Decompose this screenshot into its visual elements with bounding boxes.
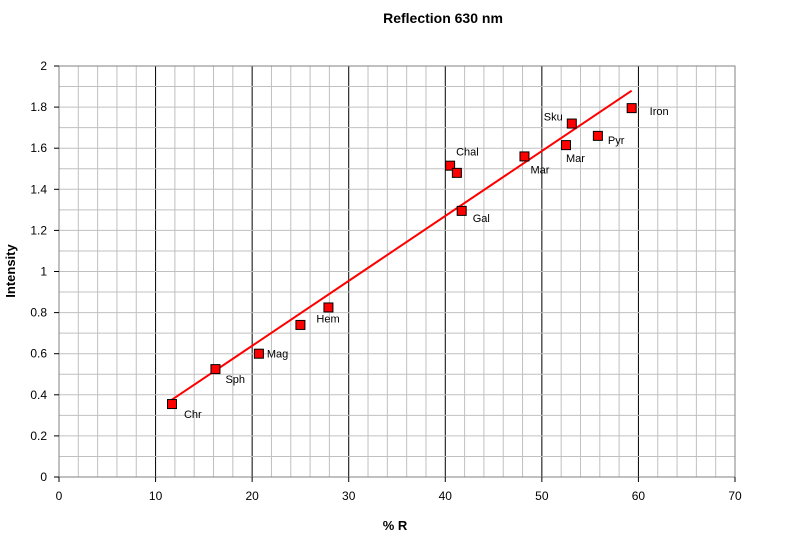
- data-point-marker: [626, 103, 637, 114]
- data-point-marker: [592, 130, 603, 141]
- x-axis-title: % R: [383, 518, 408, 533]
- y-axis-ticks: 0 0.2 0.4 0.6 0.8 1 1.2 1.4 1.6 1.8 2: [30, 59, 59, 484]
- x-tick-label: 20: [245, 489, 259, 503]
- data-point-marker: [323, 302, 334, 313]
- data-point-marker: [295, 319, 306, 330]
- data-point-marker: [253, 348, 264, 359]
- data-point-marker: [566, 118, 577, 129]
- point-label: Gal: [473, 213, 490, 225]
- chart-title: Reflection 630 nm: [383, 10, 503, 26]
- x-tick-label: 70: [728, 489, 742, 503]
- x-tick-label: 60: [632, 489, 646, 503]
- y-tick-label: 1.4: [30, 182, 47, 196]
- x-tick-label: 0: [56, 489, 63, 503]
- x-tick-label: 30: [342, 489, 356, 503]
- point-labels: Chr Sph Mag Hem Chal Gal Mar Mar Sku Pyr Iron: [184, 106, 669, 421]
- y-tick-label: 0.8: [30, 306, 47, 320]
- point-label: Mag: [267, 349, 288, 361]
- data-point-marker: [445, 160, 456, 171]
- x-axis-ticks: 0 10 20 30 40 50 60 70: [56, 477, 742, 503]
- point-label: Chal: [456, 147, 479, 159]
- data-points: [166, 103, 637, 410]
- point-label: Sku: [544, 112, 563, 124]
- data-point-marker: [519, 151, 530, 162]
- point-label: Iron: [650, 106, 669, 118]
- point-label: Chr: [184, 409, 202, 421]
- x-tick-label: 10: [149, 489, 163, 503]
- y-axis-title: Intensity: [3, 244, 18, 298]
- y-tick-label: 0: [40, 470, 47, 484]
- y-tick-label: 0.2: [30, 429, 47, 443]
- data-point-marker: [166, 399, 177, 410]
- y-tick-label: 1: [40, 265, 47, 279]
- y-tick-label: 0.4: [30, 388, 47, 402]
- point-label: Hem: [316, 313, 339, 325]
- x-tick-label: 50: [535, 489, 549, 503]
- x-tick-label: 40: [439, 489, 453, 503]
- point-label: Pyr: [608, 135, 625, 147]
- point-label: Mar: [566, 153, 585, 165]
- data-point-marker: [451, 167, 462, 178]
- trendline: [169, 89, 633, 402]
- y-tick-label: 1.8: [30, 100, 47, 114]
- point-label: Mar: [530, 164, 549, 176]
- data-point-marker: [210, 364, 221, 375]
- data-point-marker: [561, 140, 571, 151]
- grid-lines: [59, 66, 735, 477]
- y-tick-label: 1.2: [30, 223, 47, 237]
- point-label: Sph: [225, 374, 245, 386]
- y-tick-label: 2: [40, 59, 47, 73]
- y-tick-label: 0.6: [30, 347, 47, 361]
- data-point-marker: [456, 205, 467, 216]
- y-tick-label: 1.6: [30, 141, 47, 155]
